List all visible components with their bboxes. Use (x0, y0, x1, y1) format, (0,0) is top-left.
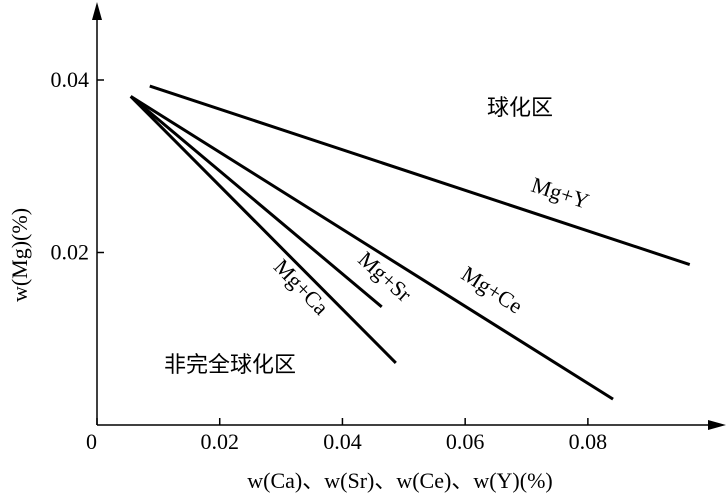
x-tick-label: 0.06 (446, 429, 485, 454)
line (149, 84, 691, 266)
y-axis-arrow (92, 2, 102, 20)
x-axis-label: w(Ca)、w(Sr)、w(Ce)、w(Y)(%) (247, 468, 552, 493)
x-tick-label: 0.08 (569, 429, 608, 454)
x-tick-label: 0.04 (323, 429, 362, 454)
y-axis-label: w(Mg)(%) (7, 208, 32, 302)
line (129, 95, 397, 364)
annotation: 球化区 (487, 95, 553, 120)
y-tick-label: 0.04 (51, 67, 90, 92)
series-label: Mg+Ca (269, 254, 334, 320)
x-tick-label: 0 (86, 429, 97, 454)
y-tick-label: 0.02 (51, 240, 90, 265)
x-tick-label: 0.02 (200, 429, 239, 454)
series-label: Mg+Ce (457, 261, 527, 319)
series-label: Mg+Y (528, 172, 592, 214)
x-axis-arrow (708, 420, 726, 430)
line (129, 95, 383, 308)
line (129, 95, 614, 401)
annotation: 非完全球化区 (164, 352, 296, 377)
